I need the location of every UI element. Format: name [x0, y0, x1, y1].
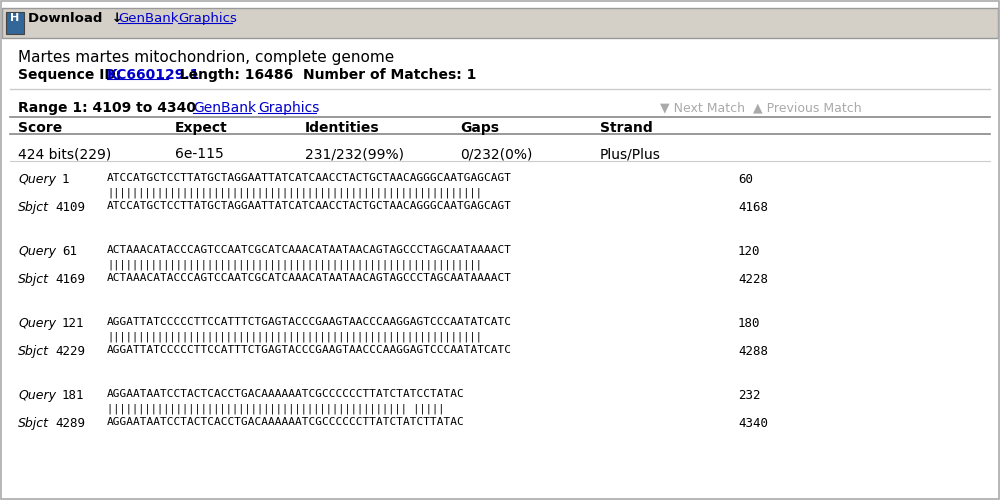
- Text: 4169: 4169: [55, 273, 85, 286]
- Text: ||||||||||||||||||||||||||||||||||||||||||||||||||||||||||||: ||||||||||||||||||||||||||||||||||||||||…: [107, 259, 482, 270]
- Text: Sbjct: Sbjct: [18, 345, 49, 358]
- Text: Query: Query: [18, 389, 56, 402]
- Text: Identities: Identities: [305, 121, 380, 135]
- Text: Query: Query: [18, 173, 56, 186]
- Text: Martes martes mitochondrion, complete genome: Martes martes mitochondrion, complete ge…: [18, 50, 394, 65]
- Text: AGGATTATCCCCCTTCCATTTCTGAGTACCCGAAGTAACCCAAGGAGTCCCAATATCATC: AGGATTATCCCCCTTCCATTTCTGAGTACCCGAAGTAACC…: [107, 345, 512, 355]
- Text: Graphics: Graphics: [178, 12, 237, 25]
- Text: 4340: 4340: [738, 417, 768, 430]
- Text: GenBank: GenBank: [193, 101, 256, 115]
- Text: 4228: 4228: [738, 273, 768, 286]
- Text: 4288: 4288: [738, 345, 768, 358]
- Text: Sequence ID:: Sequence ID:: [18, 68, 126, 82]
- Text: 1: 1: [62, 173, 70, 186]
- Text: Graphics: Graphics: [258, 101, 319, 115]
- Text: ATCCATGCTCCTTATGCTAGGAATTATCATCAACCTACTGCTAACAGGGCAATGAGCAGT: ATCCATGCTCCTTATGCTAGGAATTATCATCAACCTACTG…: [107, 173, 512, 183]
- Text: 424 bits(229): 424 bits(229): [18, 147, 111, 161]
- Text: ACTAAACATACCCAGTCCAATCGCATCAAACATAATAACAGTAGCCCTAGCAATAAAACT: ACTAAACATACCCAGTCCAATCGCATCAAACATAATAACA…: [107, 245, 512, 255]
- Text: 232: 232: [738, 389, 761, 402]
- Text: GenBank: GenBank: [118, 12, 178, 25]
- Text: Sbjct: Sbjct: [18, 201, 49, 214]
- Text: Strand: Strand: [600, 121, 653, 135]
- Text: H: H: [10, 13, 20, 23]
- Text: Download  ↓: Download ↓: [28, 12, 123, 25]
- Text: Query: Query: [18, 317, 56, 330]
- Text: Sbjct: Sbjct: [18, 417, 49, 430]
- Text: AGGATTATCCCCCTTCCATTTCTGAGTACCCGAAGTAACCCAAGGAGTCCCAATATCATC: AGGATTATCCCCCTTCCATTTCTGAGTACCCGAAGTAACC…: [107, 317, 512, 327]
- Text: 0/232(0%): 0/232(0%): [460, 147, 532, 161]
- Text: 231/232(99%): 231/232(99%): [305, 147, 404, 161]
- Text: Range 1: 4109 to 4340: Range 1: 4109 to 4340: [18, 101, 201, 115]
- Text: Score: Score: [18, 121, 62, 135]
- Text: 4289: 4289: [55, 417, 85, 430]
- Text: 4229: 4229: [55, 345, 85, 358]
- Text: 120: 120: [738, 245, 761, 258]
- Text: Expect: Expect: [175, 121, 228, 135]
- Text: Query: Query: [18, 245, 56, 258]
- Text: 61: 61: [62, 245, 77, 258]
- Bar: [6, 12, 24, 34]
- Text: KC660129.1: KC660129.1: [107, 68, 200, 82]
- FancyBboxPatch shape: [2, 8, 998, 38]
- Text: |||||||||||||||||||||||||||||||||||||||||||||||| |||||: ||||||||||||||||||||||||||||||||||||||||…: [107, 403, 444, 413]
- Text: 180: 180: [738, 317, 761, 330]
- Text: 181: 181: [62, 389, 84, 402]
- Text: Plus/Plus: Plus/Plus: [600, 147, 661, 161]
- Text: Sbjct: Sbjct: [18, 273, 49, 286]
- Text: ▼ Next Match  ▲ Previous Match: ▼ Next Match ▲ Previous Match: [660, 101, 862, 114]
- Text: ATCCATGCTCCTTATGCTAGGAATTATCATCAACCTACTGCTAACAGGGCAATGAGCAGT: ATCCATGCTCCTTATGCTAGGAATTATCATCAACCTACTG…: [107, 201, 512, 211]
- Text: ||||||||||||||||||||||||||||||||||||||||||||||||||||||||||||: ||||||||||||||||||||||||||||||||||||||||…: [107, 331, 482, 342]
- Text: 60: 60: [738, 173, 753, 186]
- Text: 6e-115: 6e-115: [175, 147, 224, 161]
- Text: AGGAATAATCCTACTCACCTGACAAAAAATCGCCCCCCTTATCTATCTTATAC: AGGAATAATCCTACTCACCTGACAAAAAATCGCCCCCCTT…: [107, 417, 465, 427]
- Text: 4109: 4109: [55, 201, 85, 214]
- Text: Gaps: Gaps: [460, 121, 499, 135]
- Text: 4168: 4168: [738, 201, 768, 214]
- Text: ACTAAACATACCCAGTCCAATCGCATCAAACATAATAACAGTAGCCCTAGCAATAAAACT: ACTAAACATACCCAGTCCAATCGCATCAAACATAATAACA…: [107, 273, 512, 283]
- Text: AGGAATAATCCTACTCACCTGACAAAAAATCGCCCCCCTTATCTATCCTATAC: AGGAATAATCCTACTCACCTGACAAAAAATCGCCCCCCTT…: [107, 389, 465, 399]
- Text: Length: 16486  Number of Matches: 1: Length: 16486 Number of Matches: 1: [170, 68, 476, 82]
- Text: ||||||||||||||||||||||||||||||||||||||||||||||||||||||||||||: ||||||||||||||||||||||||||||||||||||||||…: [107, 187, 482, 198]
- Text: 121: 121: [62, 317, 84, 330]
